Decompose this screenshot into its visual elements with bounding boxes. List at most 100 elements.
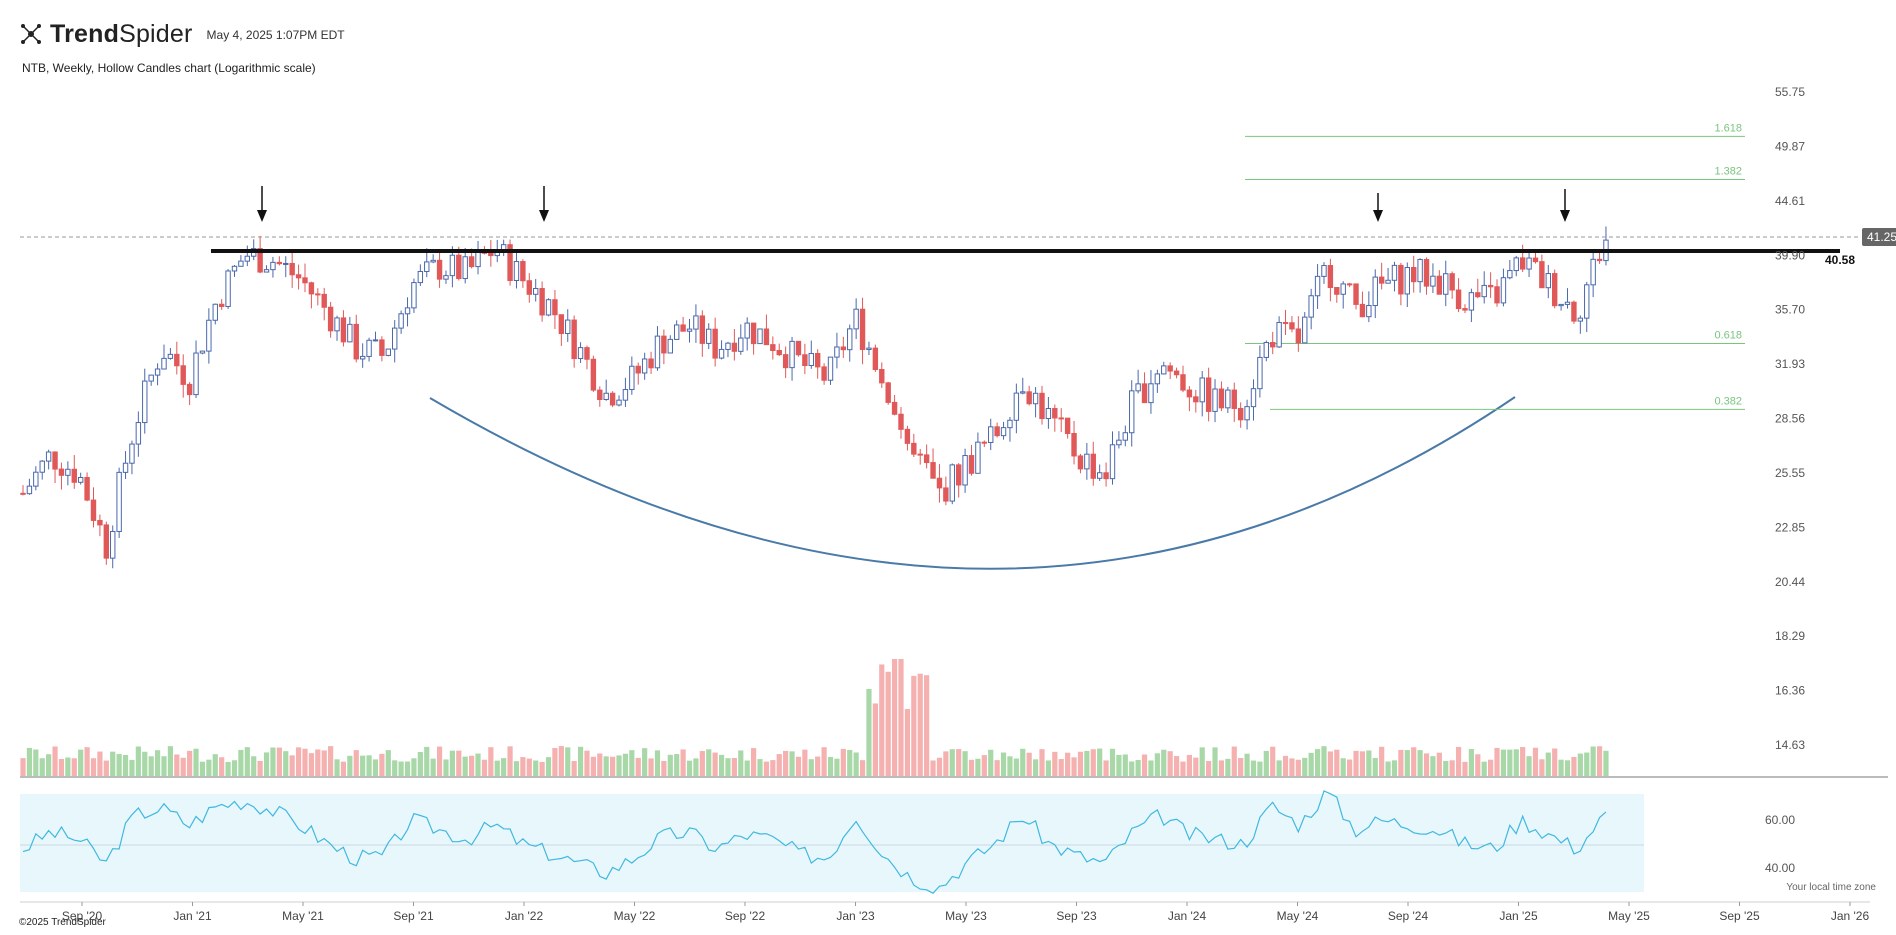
volume-bar [1564,760,1571,776]
volume-bar [1558,759,1564,776]
volume-bar [154,750,161,776]
volume-bar [187,750,193,776]
candle-down [321,293,327,308]
candle-up [475,251,481,268]
volume-bar [1500,749,1507,776]
volume-bar [1238,758,1244,776]
volume-bar [1231,746,1237,776]
volume-bar [244,747,250,776]
volume-bar [321,750,327,776]
candle-up [129,443,135,464]
volume-bar [270,747,276,776]
candle-up [122,462,129,473]
candle-down [1282,322,1289,325]
fib-label: 1.382 [1714,166,1742,178]
volume-bar [738,750,744,776]
candle-up [135,422,142,445]
candle-down [379,339,385,356]
volume-bar [879,664,885,776]
volume-bar [283,751,289,776]
candle-up [1045,408,1052,420]
down-arrow-head [257,210,267,222]
volume-bar [1007,756,1013,776]
volume-bar [1071,757,1077,776]
volume-bar [891,659,898,776]
candle-down [712,328,718,359]
candle-up [263,269,270,273]
candle-up [193,352,199,396]
candle-down [597,389,603,400]
volume-bar [1058,759,1064,776]
candle-down [814,352,821,368]
candle-down [1231,389,1237,409]
candle-down [917,453,923,456]
candle-up [1558,303,1564,307]
candle-up [1340,283,1346,295]
candle-up [1199,377,1205,403]
candle-up [148,374,154,382]
candle-up [283,262,289,265]
candle-up [1020,391,1026,394]
volume-bar [1013,758,1019,776]
price-tick-label: 18.29 [1775,629,1805,643]
volume-bar [39,758,45,776]
candle-up [1385,279,1391,284]
candle-down [955,464,962,486]
candle-down [635,365,641,374]
volume-bar [1481,761,1487,776]
candle-up [641,358,648,374]
volume-bar [411,758,417,776]
price-tick-label: 14.63 [1775,738,1805,752]
volume-bar [635,757,641,776]
volume-bar [1225,758,1231,776]
volume-bar [84,747,90,776]
candle-up [1302,316,1308,344]
volume-bar [584,750,590,776]
volume-bar [116,754,122,776]
candle-up [603,392,609,400]
brand-prefix: Trend [50,19,120,48]
candle-down [590,358,597,391]
x-tick-label: May '23 [945,909,987,923]
volume-bar [1276,760,1282,776]
candle-up [565,319,571,335]
volume-bar [135,746,141,776]
candle-up [686,328,693,332]
volume-bar [1302,757,1308,776]
volume-bar [78,749,84,776]
candle-down [1167,365,1173,372]
candle-down [1026,391,1032,405]
candle-up [834,346,840,358]
candle-down [1423,259,1430,287]
candle-down [1532,257,1539,263]
candle-up [1308,295,1314,318]
candle-down [20,492,26,495]
candle-down [802,354,808,366]
volume-bar [1180,761,1186,776]
candle-up [1116,439,1122,446]
brand-name: TrendSpider [50,20,193,49]
volume-bar [834,758,840,776]
candle-down [507,244,513,281]
candle-up [334,317,340,332]
candle-up [1481,284,1487,298]
candle-down [1551,273,1558,307]
candle-up [1321,265,1327,277]
x-tick-label: Sep '21 [393,909,434,923]
x-tick-label: Sep '23 [1056,909,1097,923]
candle-up [142,380,148,424]
candle-down [1064,417,1071,434]
volume-bar [706,749,712,776]
volume-bar [65,757,71,776]
candle-up [693,315,699,330]
volume-bar [334,759,340,776]
volume-bar [1173,756,1180,776]
price-tick-label: 20.44 [1775,575,1805,589]
volume-bar [1340,758,1346,776]
candle-down [468,256,475,268]
volume-bar [1167,751,1173,776]
candle-up [1590,258,1596,286]
candle-up [533,288,539,295]
volume-bar [1020,748,1026,776]
